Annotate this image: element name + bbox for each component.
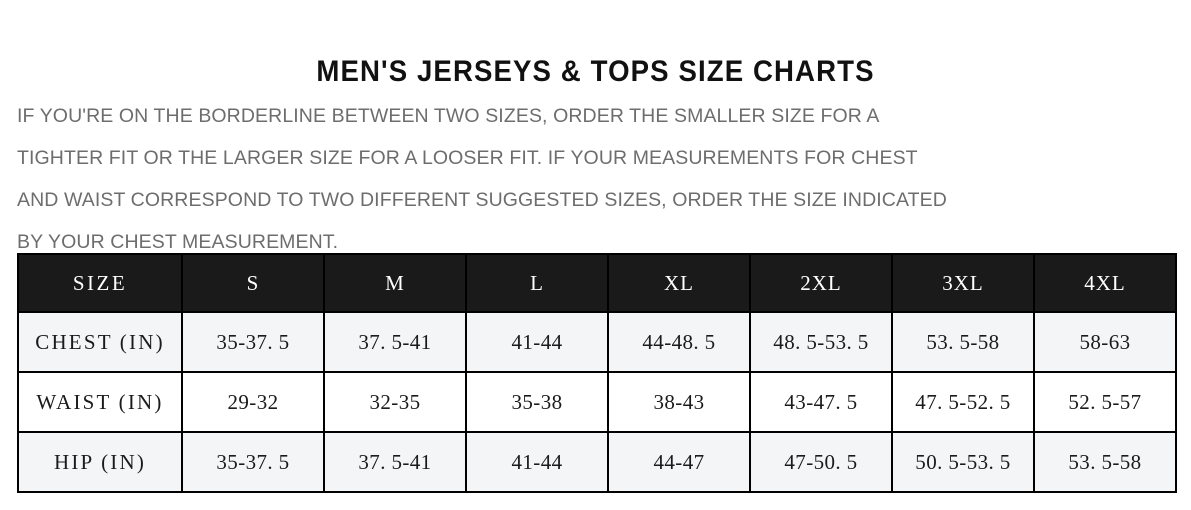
size-chart-table-container: SIZE S M L XL 2XL 3XL 4XL CHEST (IN) 35-… [17,253,1177,493]
description-line-1: IF YOU'RE ON THE BORDERLINE BETWEEN TWO … [17,105,880,127]
column-header-l: L [465,253,609,313]
cell-hip-s: 35-37. 5 [181,431,325,493]
cell-waist-2xl: 43-47. 5 [749,371,893,433]
row-label-chest: CHEST (IN) [17,311,183,373]
cell-waist-xl: 38-43 [607,371,751,433]
description-line-2: TIGHTER FIT OR THE LARGER SIZE FOR A LOO… [17,147,918,169]
cell-waist-l: 35-38 [465,371,609,433]
cell-hip-m: 37. 5-41 [323,431,467,493]
size-chart-table: SIZE S M L XL 2XL 3XL 4XL CHEST (IN) 35-… [17,253,1177,493]
cell-waist-3xl: 47. 5-52. 5 [891,371,1035,433]
cell-waist-s: 29-32 [181,371,325,433]
page-title: MEN'S JERSEYS & TOPS SIZE CHARTS [316,55,875,89]
cell-hip-2xl: 47-50. 5 [749,431,893,493]
cell-waist-4xl: 52. 5-57 [1033,371,1177,433]
cell-chest-s: 35-37. 5 [181,311,325,373]
column-header-s: S [181,253,325,313]
cell-chest-2xl: 48. 5-53. 5 [749,311,893,373]
cell-chest-xl: 44-48. 5 [607,311,751,373]
row-label-hip: HIP (IN) [17,431,183,493]
cell-chest-3xl: 53. 5-58 [891,311,1035,373]
table-row: WAIST (IN) 29-32 32-35 35-38 38-43 43-47… [17,371,1177,433]
cell-chest-4xl: 58-63 [1033,311,1177,373]
column-header-xl: XL [607,253,751,313]
cell-hip-xl: 44-47 [607,431,751,493]
cell-waist-m: 32-35 [323,371,467,433]
column-header-m: M [323,253,467,313]
cell-hip-l: 41-44 [465,431,609,493]
cell-hip-4xl: 53. 5-58 [1033,431,1177,493]
description-line-4: BY YOUR CHEST MEASUREMENT. [17,231,339,253]
size-guidance-description: IF YOU'RE ON THE BORDERLINE BETWEEN TWO … [17,95,1175,263]
column-header-size: SIZE [17,253,183,313]
table-header-row: SIZE S M L XL 2XL 3XL 4XL [17,253,1177,313]
cell-chest-m: 37. 5-41 [323,311,467,373]
column-header-2xl: 2XL [749,253,893,313]
cell-chest-l: 41-44 [465,311,609,373]
column-header-4xl: 4XL [1033,253,1177,313]
row-label-waist: WAIST (IN) [17,371,183,433]
table-row: HIP (IN) 35-37. 5 37. 5-41 41-44 44-47 4… [17,431,1177,493]
cell-hip-3xl: 50. 5-53. 5 [891,431,1035,493]
table-row: CHEST (IN) 35-37. 5 37. 5-41 41-44 44-48… [17,311,1177,373]
column-header-3xl: 3XL [891,253,1035,313]
description-line-3: AND WAIST CORRESPOND TO TWO DIFFERENT SU… [17,189,947,211]
